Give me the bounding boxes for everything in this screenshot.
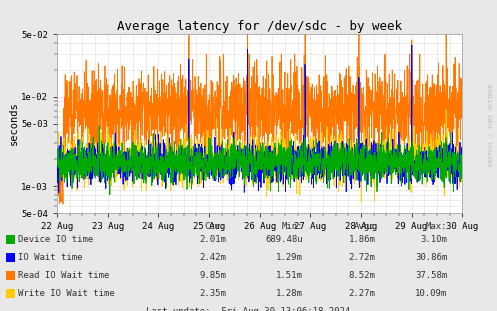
Text: Min:: Min: [282,222,303,231]
Text: Device IO time: Device IO time [18,235,93,244]
Y-axis label: seconds: seconds [8,102,18,146]
Text: 2.01m: 2.01m [199,235,226,244]
Text: 1.29m: 1.29m [276,253,303,262]
Text: Avg:: Avg: [354,222,375,231]
Title: Average latency for /dev/sdc - by week: Average latency for /dev/sdc - by week [117,20,402,33]
Text: 8.52m: 8.52m [348,271,375,280]
Text: 9.85m: 9.85m [199,271,226,280]
Text: 2.72m: 2.72m [348,253,375,262]
Text: 2.35m: 2.35m [199,289,226,298]
Text: IO Wait time: IO Wait time [18,253,83,262]
Text: 30.86m: 30.86m [415,253,447,262]
Text: Cur:: Cur: [205,222,226,231]
Text: Write IO Wait time: Write IO Wait time [18,289,115,298]
Text: RRDTOOL / TOBI OETIKER: RRDTOOL / TOBI OETIKER [489,83,494,166]
Text: 1.51m: 1.51m [276,271,303,280]
Text: 689.48u: 689.48u [265,235,303,244]
Text: Read IO Wait time: Read IO Wait time [18,271,110,280]
Text: 10.09m: 10.09m [415,289,447,298]
Text: 2.27m: 2.27m [348,289,375,298]
Text: Last update:  Fri Aug 30 13:06:18 2024: Last update: Fri Aug 30 13:06:18 2024 [147,307,350,311]
Text: Max:: Max: [426,222,447,231]
Text: 2.42m: 2.42m [199,253,226,262]
Text: 1.86m: 1.86m [348,235,375,244]
Text: 37.58m: 37.58m [415,271,447,280]
Text: 1.28m: 1.28m [276,289,303,298]
Text: 3.10m: 3.10m [420,235,447,244]
